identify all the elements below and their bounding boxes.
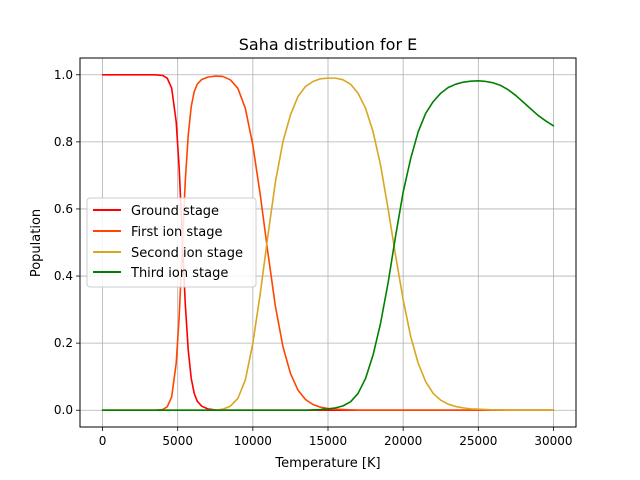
x-tick-label: 15000	[309, 434, 347, 448]
y-tick-label: 0.2	[54, 336, 73, 350]
x-tick-label: 5000	[162, 434, 193, 448]
ticks: 0 5000 10000 15000 20000 25000 30000 0.0 0.2 0.4 0…	[54, 68, 573, 448]
x-tick-label: 10000	[234, 434, 272, 448]
x-axis-label: Temperature [K]	[274, 456, 380, 471]
plot-frame	[79, 57, 577, 428]
legend: Ground stage First ion stage Second ion …	[86, 197, 257, 288]
x-tick-label: 0	[99, 434, 107, 448]
legend-label-ground: Ground stage	[131, 204, 219, 219]
y-tick-label: 0.8	[54, 135, 73, 149]
x-tick-label: 20000	[384, 434, 422, 448]
y-tick-label: 0.4	[54, 269, 73, 283]
series-line-3	[101, 80, 555, 412]
legend-label-first-ion: First ion stage	[131, 225, 223, 240]
y-tick-label: 0.0	[54, 403, 73, 417]
y-tick-label: 0.6	[54, 202, 73, 216]
x-tick-label: 30000	[534, 434, 572, 448]
legend-label-second-ion: Second ion stage	[131, 246, 243, 261]
legend-box	[86, 197, 257, 288]
chart-title: Saha distribution for E	[239, 35, 417, 54]
legend-label-third-ion: Third ion stage	[130, 266, 228, 281]
y-axis-label: Population	[29, 209, 44, 277]
x-tick-label: 25000	[459, 434, 497, 448]
y-tick-label: 1.0	[54, 68, 73, 82]
